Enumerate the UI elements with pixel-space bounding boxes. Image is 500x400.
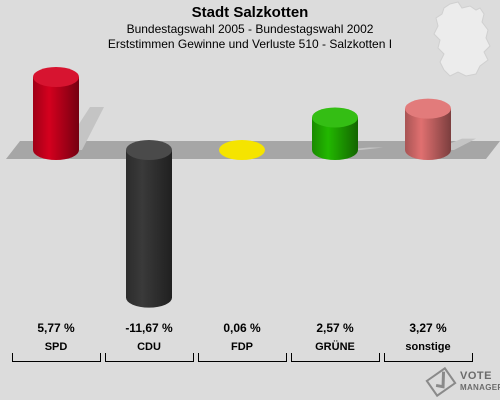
category-bracket-gruene [291,353,380,362]
bar-top-fdp [219,140,265,160]
bar-top-gruene [312,107,358,128]
bar-top-cdu [126,140,172,160]
bar-top-spd [33,67,79,88]
bar-body-spd [33,77,79,160]
chart-subtitle-1: Bundestagswahl 2005 - Bundestagswahl 200… [126,22,374,36]
votemanager-wordmark: VOTE MANAGER [460,370,500,394]
bar-spd [33,67,104,160]
category-label-gruene: GRÜNE [315,341,355,353]
bar-body-gruene [312,117,358,160]
chart-title: Stadt Salzkotten [191,4,309,21]
bar-body-sonstige [405,108,451,160]
chart-subtitle-2: Erststimmen Gewinne und Verluste 510 - S… [107,37,393,51]
value-label-cdu: -11,67 % [125,321,173,335]
bar-sonstige [405,98,476,160]
category-bracket-fdp [198,353,287,362]
category-label-cdu: CDU [137,341,161,353]
wordmark-line-1: VOTE [460,370,492,382]
votemanager-logo [425,366,457,398]
wordmark-line-2: MANAGER [460,383,500,392]
bar-cdu [126,140,172,308]
category-bracket-spd [12,353,101,362]
value-label-gruene: 2,57 % [316,321,354,335]
bar-fdp [219,140,265,160]
bar-body-cdu [126,150,172,308]
value-label-spd: 5,77 % [37,321,75,335]
category-label-fdp: FDP [231,341,253,353]
value-label-fdp: 0,06 % [223,321,261,335]
category-label-spd: SPD [44,341,68,353]
value-label-sonstige: 3,27 % [409,321,447,335]
bar-top-sonstige [405,98,451,119]
germany-map-icon [433,1,491,77]
bar-gruene [312,107,383,160]
category-bracket-sonstige [384,353,473,362]
category-bracket-cdu [105,353,194,362]
category-label-sonstige: sonstige [405,341,451,353]
